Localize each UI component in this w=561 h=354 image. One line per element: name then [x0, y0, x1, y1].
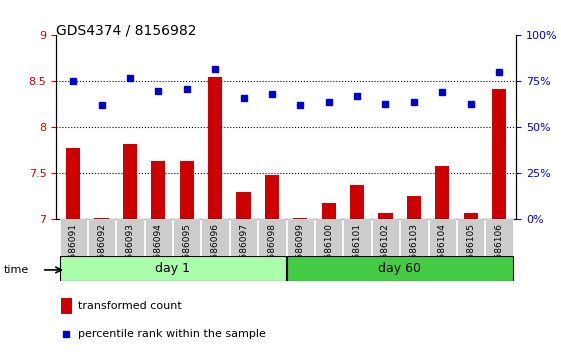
FancyBboxPatch shape: [400, 219, 427, 257]
Bar: [265, 175, 279, 219]
FancyBboxPatch shape: [258, 219, 286, 257]
Bar: [208, 77, 222, 219]
FancyBboxPatch shape: [372, 219, 399, 257]
FancyBboxPatch shape: [116, 219, 144, 257]
Text: GSM586105: GSM586105: [466, 223, 475, 278]
Bar: [180, 161, 194, 219]
Bar: [66, 148, 80, 219]
FancyBboxPatch shape: [173, 219, 200, 257]
Bar: [123, 144, 137, 219]
FancyBboxPatch shape: [287, 219, 314, 257]
Bar: [94, 218, 109, 219]
FancyBboxPatch shape: [230, 219, 257, 257]
Text: transformed count: transformed count: [78, 301, 182, 311]
Text: GDS4374 / 8156982: GDS4374 / 8156982: [56, 23, 196, 37]
Text: GSM586095: GSM586095: [182, 223, 191, 278]
Bar: [151, 161, 165, 219]
Bar: [463, 213, 478, 219]
Bar: [379, 213, 393, 219]
Text: day 60: day 60: [378, 262, 421, 275]
FancyBboxPatch shape: [88, 219, 115, 257]
FancyBboxPatch shape: [145, 219, 172, 257]
Text: GSM586098: GSM586098: [268, 223, 277, 278]
Bar: [435, 166, 449, 219]
FancyBboxPatch shape: [59, 256, 286, 281]
FancyBboxPatch shape: [315, 219, 342, 257]
Bar: [321, 203, 336, 219]
Text: time: time: [3, 265, 29, 275]
FancyBboxPatch shape: [485, 219, 513, 257]
Text: GSM586103: GSM586103: [410, 223, 419, 278]
FancyBboxPatch shape: [457, 219, 484, 257]
Bar: [293, 218, 307, 219]
Text: GSM586106: GSM586106: [495, 223, 504, 278]
Text: GSM586094: GSM586094: [154, 223, 163, 278]
Bar: [236, 192, 251, 219]
Bar: [350, 185, 364, 219]
FancyBboxPatch shape: [287, 256, 513, 281]
Text: day 1: day 1: [155, 262, 190, 275]
FancyBboxPatch shape: [343, 219, 371, 257]
Bar: [492, 89, 506, 219]
Bar: [61, 298, 72, 314]
Text: GSM586099: GSM586099: [296, 223, 305, 278]
Text: GSM586101: GSM586101: [353, 223, 362, 278]
Text: GSM586097: GSM586097: [239, 223, 248, 278]
Text: GSM586096: GSM586096: [210, 223, 219, 278]
Text: GSM586093: GSM586093: [126, 223, 135, 278]
Text: percentile rank within the sample: percentile rank within the sample: [78, 330, 266, 339]
Text: GSM586092: GSM586092: [97, 223, 106, 278]
Text: GSM586104: GSM586104: [438, 223, 447, 278]
FancyBboxPatch shape: [429, 219, 456, 257]
Text: GSM586091: GSM586091: [68, 223, 77, 278]
Text: GSM586100: GSM586100: [324, 223, 333, 278]
FancyBboxPatch shape: [201, 219, 229, 257]
Bar: [407, 196, 421, 219]
FancyBboxPatch shape: [59, 219, 87, 257]
Text: GSM586102: GSM586102: [381, 223, 390, 278]
